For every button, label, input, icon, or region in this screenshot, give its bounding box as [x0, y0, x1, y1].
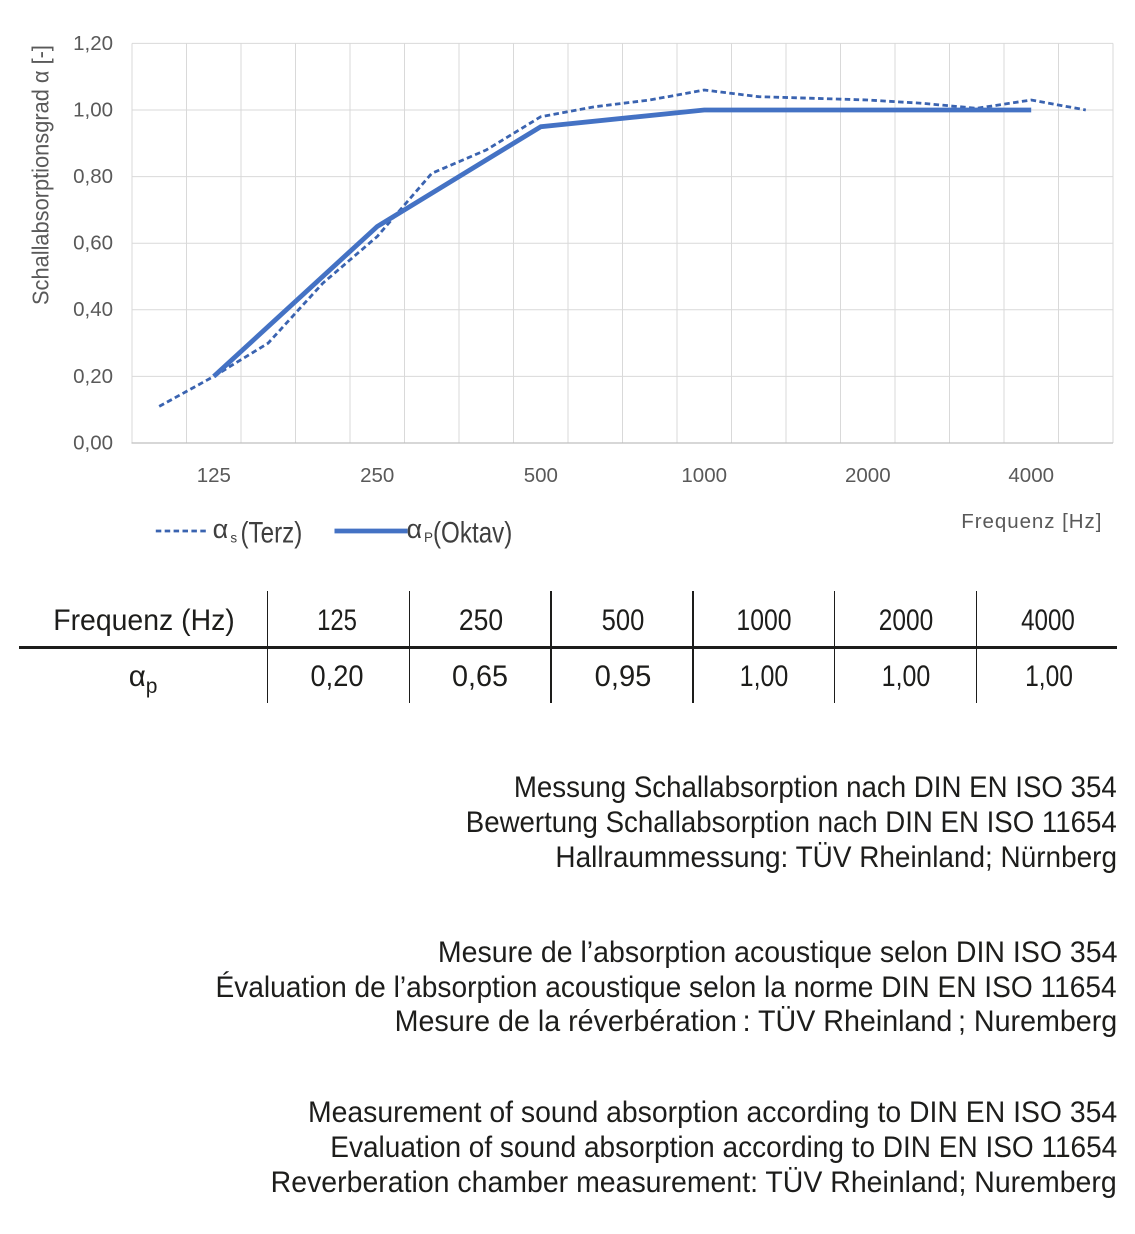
svg-text:0,60: 0,60	[73, 232, 113, 255]
svg-text:0,20: 0,20	[73, 365, 113, 388]
svg-text:Schallabsorptionsgrad α [-]: Schallabsorptionsgrad α [-]	[28, 45, 54, 305]
svg-text:α: α	[407, 514, 423, 544]
svg-text:0,80: 0,80	[73, 165, 113, 188]
svg-text:(Terz): (Terz)	[241, 516, 303, 549]
svg-text:1000: 1000	[681, 464, 727, 487]
svg-text:(Oktav): (Oktav)	[433, 516, 512, 549]
svg-text:250: 250	[360, 464, 394, 487]
svg-text:1,00: 1,00	[73, 98, 113, 121]
svg-text:1,20: 1,20	[73, 32, 113, 55]
svg-text:s: s	[230, 530, 237, 545]
svg-text:4000: 4000	[1008, 464, 1054, 487]
svg-text:0,40: 0,40	[73, 298, 113, 321]
svg-text:Frequenz [Hz]: Frequenz [Hz]	[961, 510, 1102, 533]
svg-text:500: 500	[524, 464, 558, 487]
svg-text:125: 125	[197, 464, 231, 487]
svg-text:α: α	[213, 514, 229, 544]
svg-text:P: P	[424, 530, 433, 545]
svg-text:0,00: 0,00	[73, 431, 113, 454]
svg-text:2000: 2000	[845, 464, 891, 487]
